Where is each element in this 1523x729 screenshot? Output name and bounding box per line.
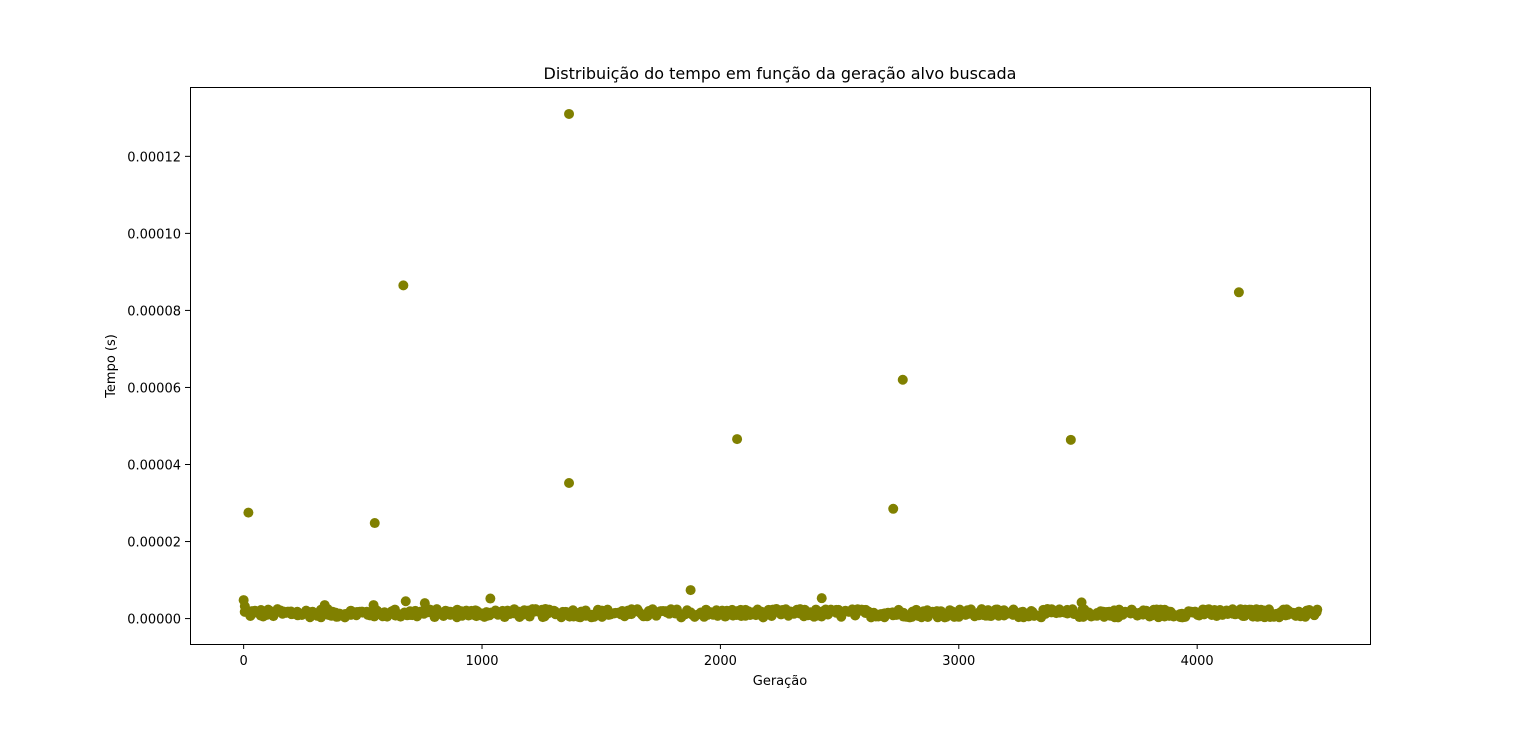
points-layer [238, 108, 1323, 623]
y-tick-label: 0.00002 [127, 536, 181, 551]
y-tick-label: 0.00004 [127, 458, 181, 473]
outlier-point [888, 503, 899, 514]
outlier-point [319, 600, 330, 611]
y-tick-label: 0.00006 [127, 381, 181, 396]
outlier-point [1076, 597, 1087, 608]
x-tick-label: 3000 [942, 654, 975, 669]
plot-frame [190, 87, 1371, 645]
outlier-point [243, 507, 254, 518]
outlier-point [368, 600, 379, 611]
outlier-point [816, 593, 827, 604]
y-axis-label: Tempo (s) [104, 334, 119, 399]
outlier-point [1065, 434, 1076, 445]
x-tick-label: 4000 [1181, 654, 1214, 669]
outlier-point [564, 108, 575, 119]
y-tick-label: 0.00000 [127, 613, 181, 628]
y-axis: 0.00000 0.00002 0.00004 0.00006 0.00008 0.000… [127, 150, 190, 628]
x-tick-label: 1000 [465, 654, 498, 669]
outlier-point [369, 518, 380, 529]
y-tick-label: 0.00008 [127, 304, 181, 319]
outlier-point [1233, 287, 1244, 298]
x-tick-label: 2000 [704, 654, 737, 669]
outlier-point [485, 593, 496, 604]
outlier-point [897, 374, 908, 385]
outlier-point [732, 434, 743, 445]
y-tick-label: 0.00010 [127, 227, 181, 242]
y-tick-label: 0.00012 [127, 150, 181, 165]
outlier-point [398, 280, 409, 291]
outlier-point [239, 601, 250, 612]
outlier-point [419, 598, 430, 609]
x-axis-label: Geração [753, 674, 807, 689]
data-point [1312, 604, 1323, 615]
outlier-point [400, 596, 411, 607]
x-tick-label: 0 [239, 654, 247, 669]
x-axis: 0 1000 2000 3000 4000 [239, 644, 1214, 669]
chart-title: Distribuição do tempo em função da geraç… [544, 64, 1017, 83]
outlier-point [564, 477, 575, 488]
outlier-point [685, 585, 696, 596]
